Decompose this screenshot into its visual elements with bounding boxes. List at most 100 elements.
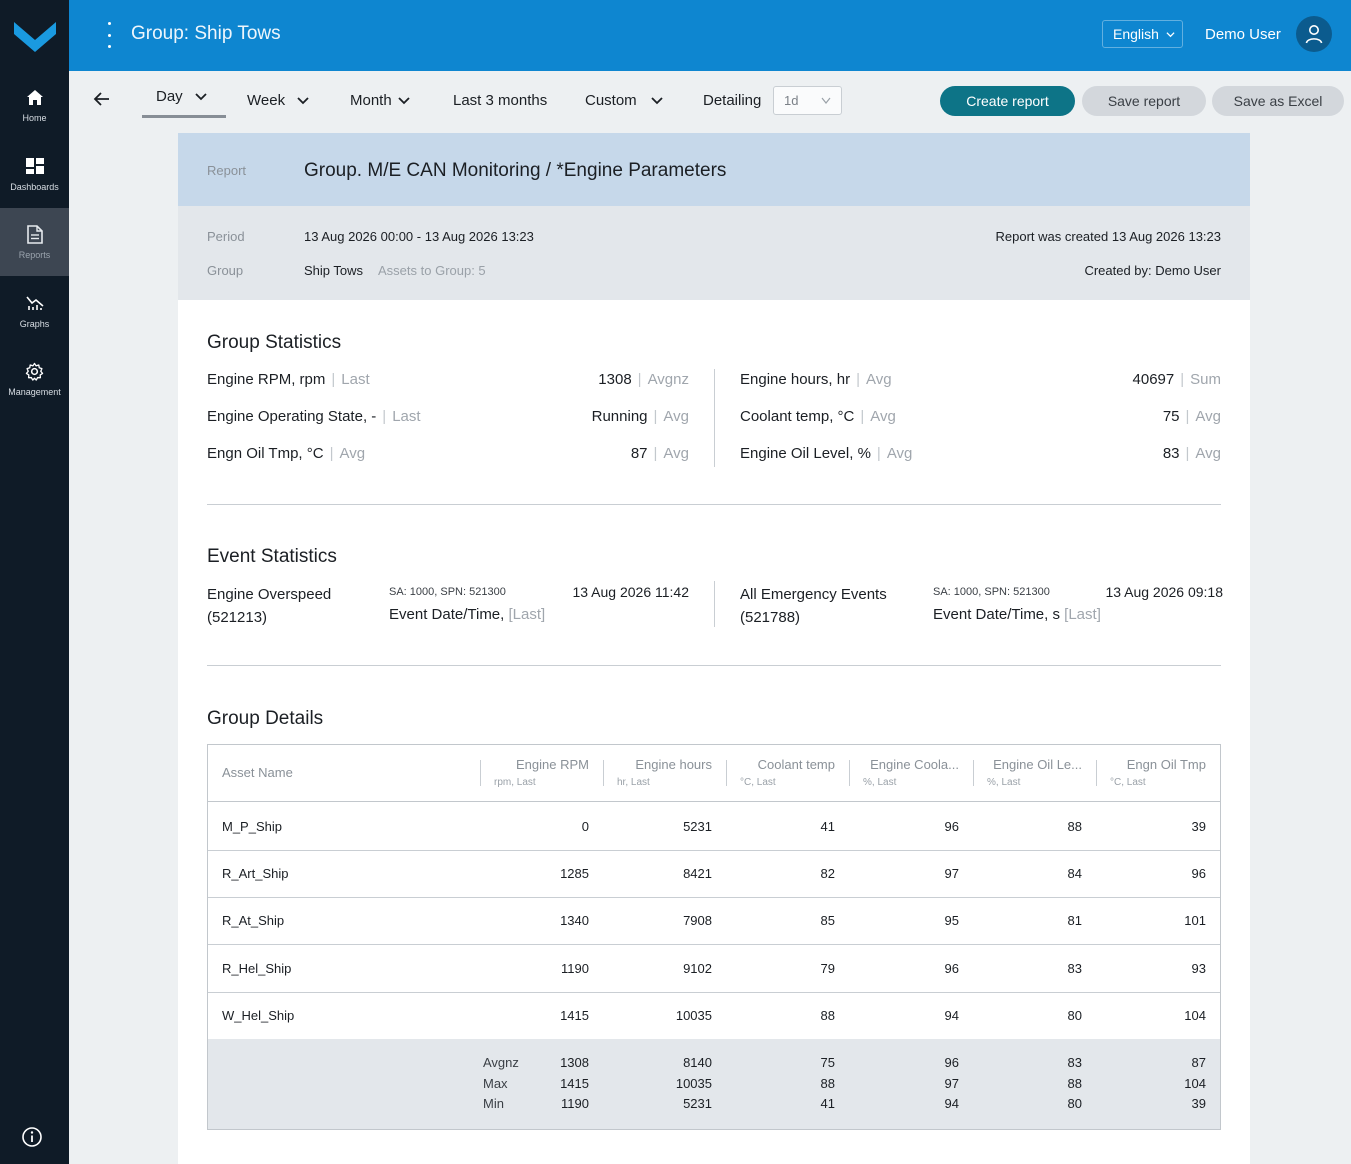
report-title: Group. M/E CAN Monitoring / *Engine Para…: [304, 160, 727, 181]
column-header[interactable]: Engine Coola... %, Last: [849, 745, 973, 802]
gear-icon: [25, 361, 45, 381]
stat-value: 83: [1162, 445, 1180, 462]
nav-item-home[interactable]: Home: [0, 71, 69, 139]
event-statistics-title: Event Statistics: [207, 546, 337, 567]
stat-value-agg: Avg: [663, 408, 689, 425]
group-details-title: Group Details: [207, 708, 324, 729]
avatar[interactable]: [1296, 16, 1332, 52]
chevron-down-icon: [195, 92, 207, 100]
summary-cell: 10035: [675, 1075, 712, 1091]
event-spn: SA: 1000, SPN: 521300: [933, 586, 1050, 598]
save-report-button[interactable]: Save report: [1082, 86, 1206, 116]
tab-last-3-months[interactable]: Last 3 months: [453, 92, 547, 109]
stat-agg: Avg: [865, 371, 892, 388]
column-header-asset[interactable]: Asset Name: [222, 765, 293, 780]
column-header[interactable]: Engn Oil Tmp °C, Last: [1096, 745, 1220, 802]
stat-name: Engine RPM, rpm: [207, 371, 326, 388]
active-tab-indicator: [142, 115, 226, 118]
table-row[interactable]: R_At_Ship 1340 7908 85 95 81 101: [208, 897, 1220, 946]
detailing-select[interactable]: 1d: [773, 86, 842, 115]
chevron-down-icon: [1166, 31, 1175, 37]
column-header-unit: %, Last: [987, 777, 1021, 788]
nav-label-management: Management: [8, 387, 61, 397]
stat-agg: Avg: [886, 445, 913, 462]
table-cell: 96: [944, 960, 959, 976]
tab-custom[interactable]: Custom: [585, 92, 663, 109]
nav-item-graphs[interactable]: Graphs: [0, 277, 69, 345]
dashboard-icon: [25, 156, 45, 176]
table-cell: 1340: [560, 913, 589, 929]
stat-value: 87: [630, 445, 648, 462]
section-divider: [207, 665, 1221, 666]
column-header[interactable]: Engine hours hr, Last: [603, 745, 726, 802]
tab-day-label: Day: [156, 88, 183, 105]
column-header[interactable]: Engine RPM rpm, Last: [480, 745, 603, 802]
summary-cell: 104: [1184, 1075, 1206, 1091]
summary-cell: 39: [1191, 1096, 1206, 1111]
info-icon[interactable]: [21, 1126, 43, 1148]
stat-agg: Avg: [339, 445, 366, 462]
user-name[interactable]: Demo User: [1205, 26, 1281, 43]
language-value: English: [1113, 26, 1159, 42]
stat-agg: Avg: [870, 408, 896, 425]
chevron-down-icon: [398, 96, 410, 104]
tab-month-label: Month: [350, 92, 392, 109]
column-header-name: Engine Coola...: [870, 757, 959, 772]
stat-value: 40697: [1132, 371, 1175, 388]
tab-custom-label: Custom: [585, 92, 637, 109]
summary-cell: 83: [1067, 1055, 1082, 1070]
stat-name: Engine Oil Level, %: [740, 445, 871, 462]
app-logo[interactable]: [0, 0, 69, 71]
summary-cell: 1190: [561, 1096, 589, 1111]
back-arrow-icon[interactable]: [92, 89, 112, 109]
summary-cell: 8140: [683, 1055, 712, 1070]
table-cell: 1415: [560, 1007, 589, 1023]
report-header: Report Group. M/E CAN Monitoring / *Engi…: [178, 133, 1250, 206]
table-row[interactable]: R_Hel_Ship 1190 9102 79 96 83 93: [208, 945, 1220, 993]
nav-item-dashboards[interactable]: Dashboards: [0, 140, 69, 208]
group-value: Ship Tows: [304, 263, 364, 278]
save-excel-button[interactable]: Save as Excel: [1212, 86, 1344, 116]
column-header[interactable]: Engine Oil Le... %, Last: [973, 745, 1096, 802]
created-at: Report was created 13 Aug 2026 13:23: [995, 229, 1222, 244]
asset-name: R_Hel_Ship: [222, 960, 292, 976]
create-report-button[interactable]: Create report: [940, 86, 1075, 116]
language-select[interactable]: English: [1102, 20, 1183, 48]
stat-value-agg: Avg: [1195, 445, 1221, 462]
stat-row: Engine Operating State, - | Last Running | A…: [207, 408, 689, 425]
user-icon: [1305, 25, 1323, 44]
stat-value-agg: Avgnz: [647, 371, 689, 388]
summary-cell: 1415: [560, 1075, 589, 1091]
logo-icon: [13, 21, 56, 52]
table-cell: 81: [1067, 913, 1082, 929]
nav-label-graphs: Graphs: [19, 319, 50, 329]
column-header-unit: °C, Last: [1110, 777, 1146, 788]
table-cell: 8421: [683, 866, 712, 882]
summary-cell: 87: [1191, 1055, 1206, 1070]
nav-item-reports[interactable]: Reports: [0, 208, 69, 276]
column-header[interactable]: Coolant temp °C, Last: [726, 745, 849, 802]
group-label: Group: [207, 263, 244, 278]
column-header-unit: rpm, Last: [494, 777, 536, 788]
detailing-label: Detailing: [703, 92, 762, 109]
table-row[interactable]: M_P_Ship 0 5231 41 96 88 39: [208, 803, 1220, 851]
tab-week-label: Week: [247, 92, 286, 109]
table-cell: 9102: [683, 960, 712, 976]
summary-label: Min: [483, 1096, 504, 1111]
event-name: Engine Overspeed (521213): [207, 586, 332, 626]
tab-last-3-months-label: Last 3 months: [453, 92, 548, 109]
more-menu-icon[interactable]: [105, 22, 113, 48]
period-value: 13 Aug 2026 00:00 - 13 Aug 2026 13:23: [304, 229, 534, 244]
tab-month[interactable]: Month: [350, 92, 410, 109]
tab-week[interactable]: Week: [247, 92, 309, 109]
table-row[interactable]: R_Art_Ship 1285 8421 82 97 84 96: [208, 850, 1220, 899]
summary-cell: 94: [944, 1096, 959, 1111]
summary-cell: 1308: [560, 1055, 589, 1070]
event-name: All Emergency Events (521788): [740, 586, 887, 626]
table-cell: 84: [1067, 866, 1082, 882]
summary-label: Avgnz: [483, 1055, 519, 1070]
tab-day[interactable]: Day: [156, 88, 207, 105]
group-details-table: Asset Name Engine RPM rpm, Last Engine h…: [207, 744, 1221, 1130]
nav-item-management[interactable]: Management: [0, 345, 69, 413]
table-row[interactable]: W_Hel_Ship 1415 10035 88 94 80 104: [208, 992, 1220, 1040]
